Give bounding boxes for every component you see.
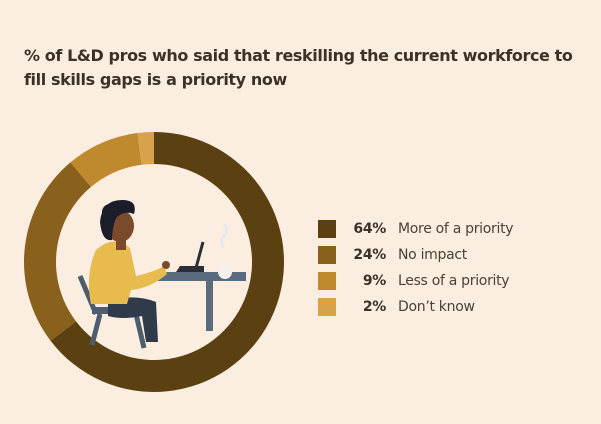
legend-swatch <box>318 246 336 264</box>
legend-value: 24% <box>353 247 386 263</box>
legend-label: No impact <box>398 247 467 263</box>
legend-item: 64% More of a priority <box>318 216 514 242</box>
donut-slice-no-impact <box>23 162 92 341</box>
legend-swatch <box>318 272 336 290</box>
donut-slices <box>23 132 284 393</box>
legend-item: 24% No impact <box>318 242 513 268</box>
legend-swatch <box>318 298 336 316</box>
legend-label: More of a priority <box>398 221 514 237</box>
person-at-laptop-illustration <box>77 200 246 349</box>
legend-value: 64% <box>353 221 386 237</box>
legend-value: 9% <box>362 273 386 289</box>
legend-value: 2% <box>362 299 386 315</box>
legend-swatch <box>318 220 336 238</box>
legend-item: 2% Don’t know <box>318 294 513 320</box>
legend: 64% More of a priority 24% No impact 9% … <box>318 216 514 320</box>
donut-slice-don-t-know <box>137 132 154 165</box>
legend-label: Less of a priority <box>398 273 510 289</box>
chart-title: % of L&D pros who said that reskilling t… <box>24 46 573 89</box>
donut-slice-less-of-a-priority <box>70 133 142 187</box>
legend-item: 9% Less of a priority <box>318 268 513 294</box>
donut-chart <box>23 132 284 393</box>
legend-label: Don’t know <box>398 299 475 315</box>
